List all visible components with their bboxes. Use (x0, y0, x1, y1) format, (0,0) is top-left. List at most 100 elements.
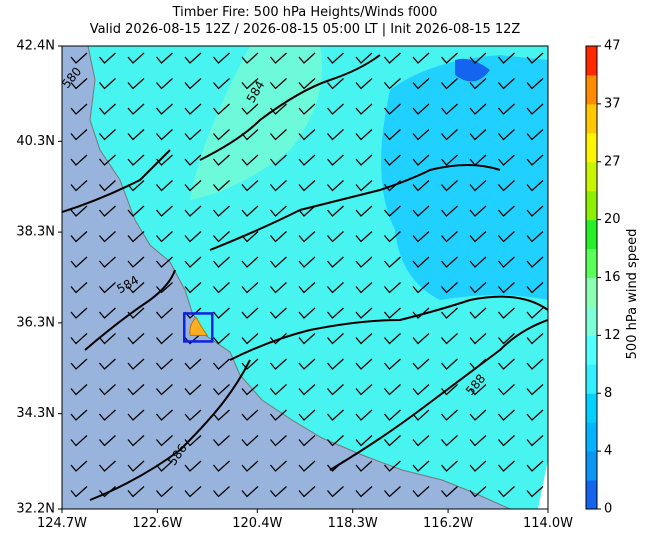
wind-barb (184, 256, 202, 268)
wind-region (381, 55, 548, 300)
wind-barb (70, 307, 88, 319)
wind-barb (184, 333, 202, 345)
wind-barb (441, 103, 458, 115)
wind-barb (241, 180, 259, 192)
wind-barb (526, 231, 544, 243)
wind-barb (156, 358, 173, 370)
wind-barb (70, 180, 88, 192)
wind-barb (327, 358, 344, 370)
wind-barb (127, 409, 145, 421)
wind-barb (127, 333, 145, 345)
map-frame (61, 45, 549, 510)
wind-barb (441, 129, 458, 141)
wind-barb (99, 409, 116, 421)
wind-barb (213, 460, 230, 472)
wind-barb (412, 384, 430, 396)
wind-barb (298, 231, 316, 243)
wind-barb (213, 154, 230, 166)
wind-barb (156, 435, 173, 447)
wind-barb (99, 384, 116, 396)
wind-barb (498, 52, 515, 64)
wind-barb (127, 52, 145, 64)
wind-barb (412, 460, 430, 472)
wind-barb (355, 154, 373, 166)
wind-barb (412, 409, 430, 421)
wind-barb (441, 333, 458, 345)
wind-barb (298, 154, 316, 166)
wind-barb (156, 333, 173, 345)
wind-barb (99, 78, 116, 90)
wind-barb (213, 384, 230, 396)
wind-barb (270, 307, 287, 319)
wind-barb (384, 384, 401, 396)
wind-barb (99, 129, 116, 141)
wind-barb (526, 78, 544, 90)
wind-barb (384, 486, 401, 498)
wind-barb (355, 333, 373, 345)
wind-barb (327, 205, 344, 217)
wind-barb (241, 358, 259, 370)
wind-barb (327, 256, 344, 268)
wind-barb (412, 333, 430, 345)
wind-barb (412, 103, 430, 115)
wind-barb (213, 333, 230, 345)
wind-barb (469, 231, 487, 243)
colorbar-band (586, 74, 597, 105)
no-data (538, 460, 548, 509)
wind-barb (441, 52, 458, 64)
wind-barb (270, 358, 287, 370)
wind-barb (270, 384, 287, 396)
y-tick-label: 38.3N (16, 225, 55, 240)
wind-barb (298, 78, 316, 90)
wind-barb (156, 154, 173, 166)
wind-barb (270, 129, 287, 141)
wind-barb (526, 409, 544, 421)
wind-barb (99, 358, 116, 370)
wind-barb (327, 231, 344, 243)
wind-barb (298, 205, 316, 217)
wind-barb (270, 103, 287, 115)
wind-barb (384, 333, 401, 345)
wind-barb (355, 180, 373, 192)
wind-barb (241, 231, 259, 243)
colorbar-tick-label: 20 (604, 212, 621, 227)
wind-barb (384, 282, 401, 294)
wind-barb (213, 435, 230, 447)
wind-barb (270, 333, 287, 345)
wind-barb (441, 384, 458, 396)
wind-barb (241, 129, 259, 141)
wind-barb (384, 180, 401, 192)
wind-barb (99, 205, 116, 217)
title: Timber Fire: 500 hPa Heights/Winds f000 (172, 5, 438, 20)
wind-barb (213, 180, 230, 192)
wind-barb (355, 78, 373, 90)
wind-barb (99, 307, 116, 319)
wind-barb (526, 256, 544, 268)
wind-barb (156, 282, 173, 294)
wind-barb (127, 256, 145, 268)
wind-barb (156, 129, 173, 141)
wind-barb (498, 282, 515, 294)
wind-barb (270, 435, 287, 447)
wind-barb (469, 333, 487, 345)
wind-barb (213, 256, 230, 268)
subtitle: Valid 2026-08-15 12Z / 2026-08-15 05:00 … (90, 22, 521, 37)
wind-barb (355, 409, 373, 421)
wind-barb (327, 282, 344, 294)
wind-barb (241, 409, 259, 421)
wind-barb (99, 231, 116, 243)
wind-barb (184, 78, 202, 90)
wind-barb (184, 409, 202, 421)
wind-barb (184, 103, 202, 115)
wind-barb (526, 205, 544, 217)
colorbar-tick-label: 27 (604, 154, 621, 169)
colorbar-band (586, 393, 597, 423)
wind-barb (384, 358, 401, 370)
wind-barb (156, 78, 173, 90)
colorbar-label: 500 hPa wind speed (625, 229, 640, 360)
wind-barb (327, 384, 344, 396)
wind-barb (270, 78, 287, 90)
height-contour (84, 269, 176, 351)
wind-barb (412, 52, 430, 64)
